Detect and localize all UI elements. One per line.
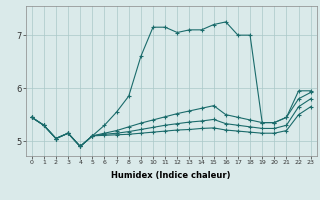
X-axis label: Humidex (Indice chaleur): Humidex (Indice chaleur) bbox=[111, 171, 231, 180]
